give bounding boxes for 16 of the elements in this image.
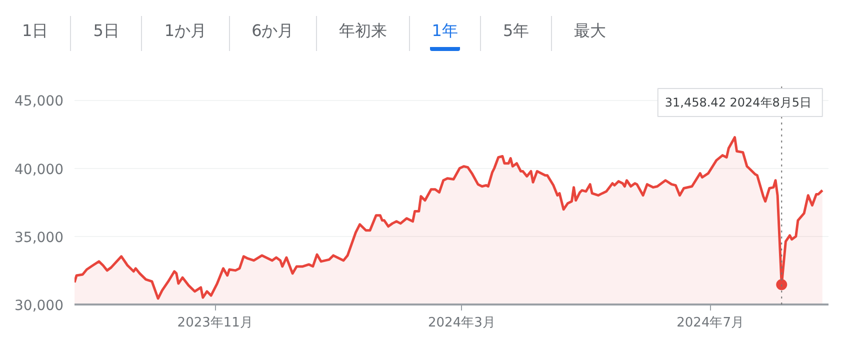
y-tick-label: 35,000 xyxy=(14,230,64,246)
text: 最大 xyxy=(573,20,608,42)
y-tick-label: 40,000 xyxy=(14,162,64,178)
x-tick-label: 2023年11月 xyxy=(177,316,253,330)
text: 1日 xyxy=(21,20,50,42)
x-tick-label: 2024年3月 xyxy=(428,316,496,330)
y-tick-label: 45,000 xyxy=(14,94,64,110)
text: 1か月 xyxy=(163,20,208,42)
text: 5日 xyxy=(92,20,120,42)
text: 6か月 xyxy=(250,20,295,42)
text: 年初来 xyxy=(338,20,388,42)
text: 1年 xyxy=(430,16,460,51)
y-tick-label: 30,000 xyxy=(14,298,64,314)
text: 5年 xyxy=(502,20,530,42)
x-tick-label: 2024年7月 xyxy=(676,316,744,330)
annotation: 31,458.42 2024年8月5日 xyxy=(664,96,812,110)
